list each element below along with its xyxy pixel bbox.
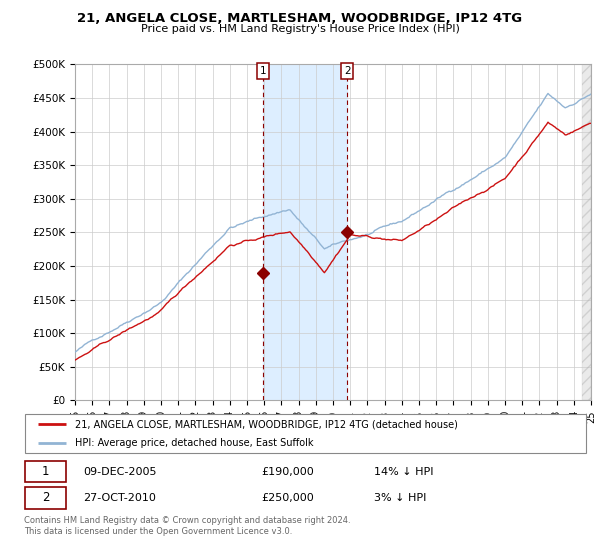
- Text: Price paid vs. HM Land Registry's House Price Index (HPI): Price paid vs. HM Land Registry's House …: [140, 24, 460, 34]
- Text: Contains HM Land Registry data © Crown copyright and database right 2024.
This d: Contains HM Land Registry data © Crown c…: [24, 516, 350, 536]
- Text: HPI: Average price, detached house, East Suffolk: HPI: Average price, detached house, East…: [75, 438, 313, 449]
- Text: £190,000: £190,000: [261, 466, 314, 477]
- Text: 27-OCT-2010: 27-OCT-2010: [83, 493, 156, 503]
- Bar: [263, 64, 347, 400]
- Text: 21, ANGELA CLOSE, MARTLESHAM, WOODBRIDGE, IP12 4TG: 21, ANGELA CLOSE, MARTLESHAM, WOODBRIDGE…: [77, 12, 523, 25]
- Text: £250,000: £250,000: [261, 493, 314, 503]
- Text: 1: 1: [260, 66, 266, 76]
- Text: 21, ANGELA CLOSE, MARTLESHAM, WOODBRIDGE, IP12 4TG (detached house): 21, ANGELA CLOSE, MARTLESHAM, WOODBRIDGE…: [75, 419, 458, 429]
- FancyBboxPatch shape: [25, 487, 66, 508]
- Text: 09-DEC-2005: 09-DEC-2005: [83, 466, 157, 477]
- Text: 3% ↓ HPI: 3% ↓ HPI: [374, 493, 426, 503]
- Text: 2: 2: [41, 491, 49, 505]
- Text: 1: 1: [41, 465, 49, 478]
- FancyBboxPatch shape: [25, 461, 66, 482]
- Text: 2: 2: [344, 66, 350, 76]
- FancyBboxPatch shape: [25, 414, 586, 454]
- Text: 14% ↓ HPI: 14% ↓ HPI: [374, 466, 433, 477]
